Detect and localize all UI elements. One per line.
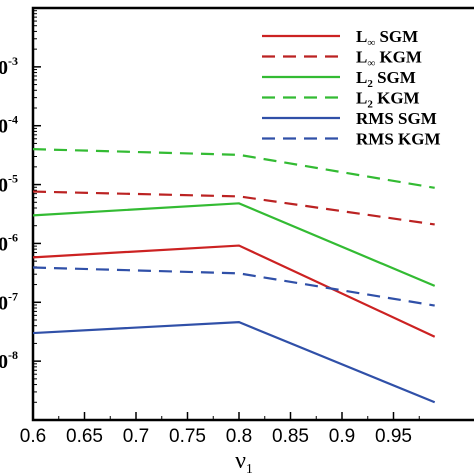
series-line [33,148,435,189]
legend-label-subscript: ∞ [367,37,375,49]
legend-entry-label: L2 SGM [356,68,416,90]
series-line [33,244,436,338]
y-tick-label-exponent: -4 [8,113,18,127]
legend-entry-label: L2 KGM [356,89,420,111]
x-tick-label: 0.6 [20,426,46,447]
series-layer [33,148,436,404]
y-tick-label-exponent: -6 [8,230,18,244]
legend-label-main: L [356,89,367,108]
y-tick-label: 10-3 [0,54,18,79]
legend-label-main: RMS KGM [356,130,441,149]
legend-label-subscript: 2 [367,78,373,90]
x-axis-label-subscript: 1 [246,462,253,474]
x-axis-label-symbol: ν [235,448,246,474]
plot-area [31,6,474,422]
y-tick-label-exponent: -7 [8,289,18,303]
y-tick-label-base: 10 [0,292,8,314]
legend-label-main: RMS SGM [356,109,437,128]
y-tick-label-base: 10 [0,57,8,79]
x-tick-labels: 0.6 0.65 0.7 0.75 0.8 0.85 0.9 0.95 [20,426,412,447]
y-tick-label: 10-8 [0,348,18,373]
legend-entry-label: RMS SGM [356,109,437,128]
y-tick-label-base: 10 [0,175,8,197]
y-tick-label-base: 10 [0,351,8,373]
x-tick-label: 0.8 [226,426,252,447]
axis-ticks [32,7,420,421]
series-line [33,190,435,226]
y-tick-label-exponent: -8 [8,348,18,362]
y-tick-label-base: 10 [0,233,8,255]
y-tick-label: 10-6 [0,230,18,255]
y-tick-label-exponent: -5 [8,172,18,186]
y-tick-label: 10-4 [0,113,18,138]
x-axis-label: ν1 [235,448,253,474]
y-tick-label-exponent: -3 [8,54,18,68]
series-line [33,266,435,307]
y-tick-labels: 10-310-410-510-610-710-8 [0,54,18,373]
x-tick-label: 0.65 [66,426,103,447]
legend-entry-label: L∞ KGM [356,48,422,70]
legend-label-rest: KGM [373,89,420,108]
x-tick-label: 0.95 [375,426,412,447]
legend-label-main: L [356,48,367,67]
series-line [33,321,436,404]
y-tick-label-base: 10 [0,116,8,138]
legend-label-main: L [356,27,367,46]
legend-label-rest: SGM [375,27,418,46]
x-tick-label: 0.75 [169,426,206,447]
legend-label-rest: KGM [375,48,422,67]
y-tick-label: 10-5 [0,172,18,197]
x-tick-label: 0.85 [272,426,309,447]
legend-entry-label: RMS KGM [356,130,441,149]
x-tick-label: 0.7 [123,426,149,447]
legend-entry-label: L∞ SGM [356,27,418,49]
legend-label-rest: SGM [373,68,416,87]
x-tick-label: 0.9 [329,426,355,447]
legend-label-subscript: 2 [367,99,373,111]
legend-label-main: L [356,68,367,87]
y-tick-label: 10-7 [0,289,18,314]
legend-label-subscript: ∞ [367,58,375,70]
series-line [33,202,436,287]
